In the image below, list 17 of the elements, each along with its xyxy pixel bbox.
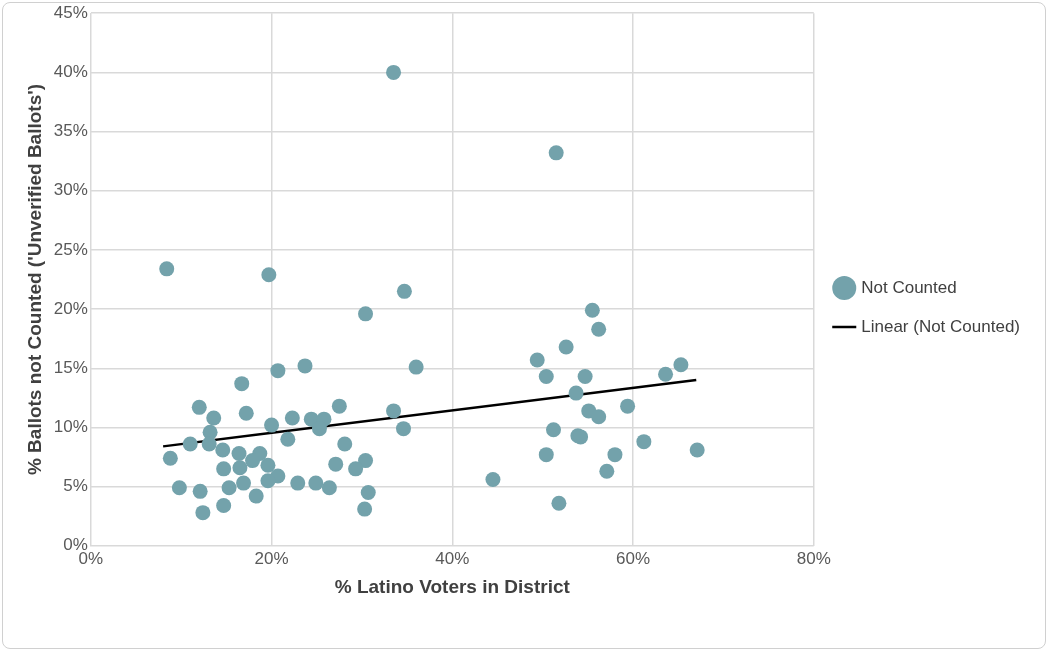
y-tick-label: 35% [53,121,88,141]
x-tick-label: 60% [616,548,651,568]
y-tick-label: 30% [53,180,88,200]
y-tick-label: 25% [53,239,88,259]
x-tick-label: 20% [254,548,289,568]
y-tick-label: 40% [53,62,88,82]
x-axis-title: % Latino Voters in District [334,575,571,597]
legend-label: Not Counted [861,277,957,297]
x-tick-label: 40% [435,548,470,568]
legend-label: Linear (Not Counted) [861,316,1021,336]
y-tick-label: 15% [53,357,88,377]
y-tick-label: 20% [53,298,88,318]
x-tick-label: 80% [796,548,831,568]
y-tick-label: 5% [63,476,88,496]
y-tick-label: 45% [53,2,88,22]
y-axis-title: % Ballots not Counted ('Unverified Ballots') [23,83,45,476]
y-tick-label: 10% [53,417,88,437]
